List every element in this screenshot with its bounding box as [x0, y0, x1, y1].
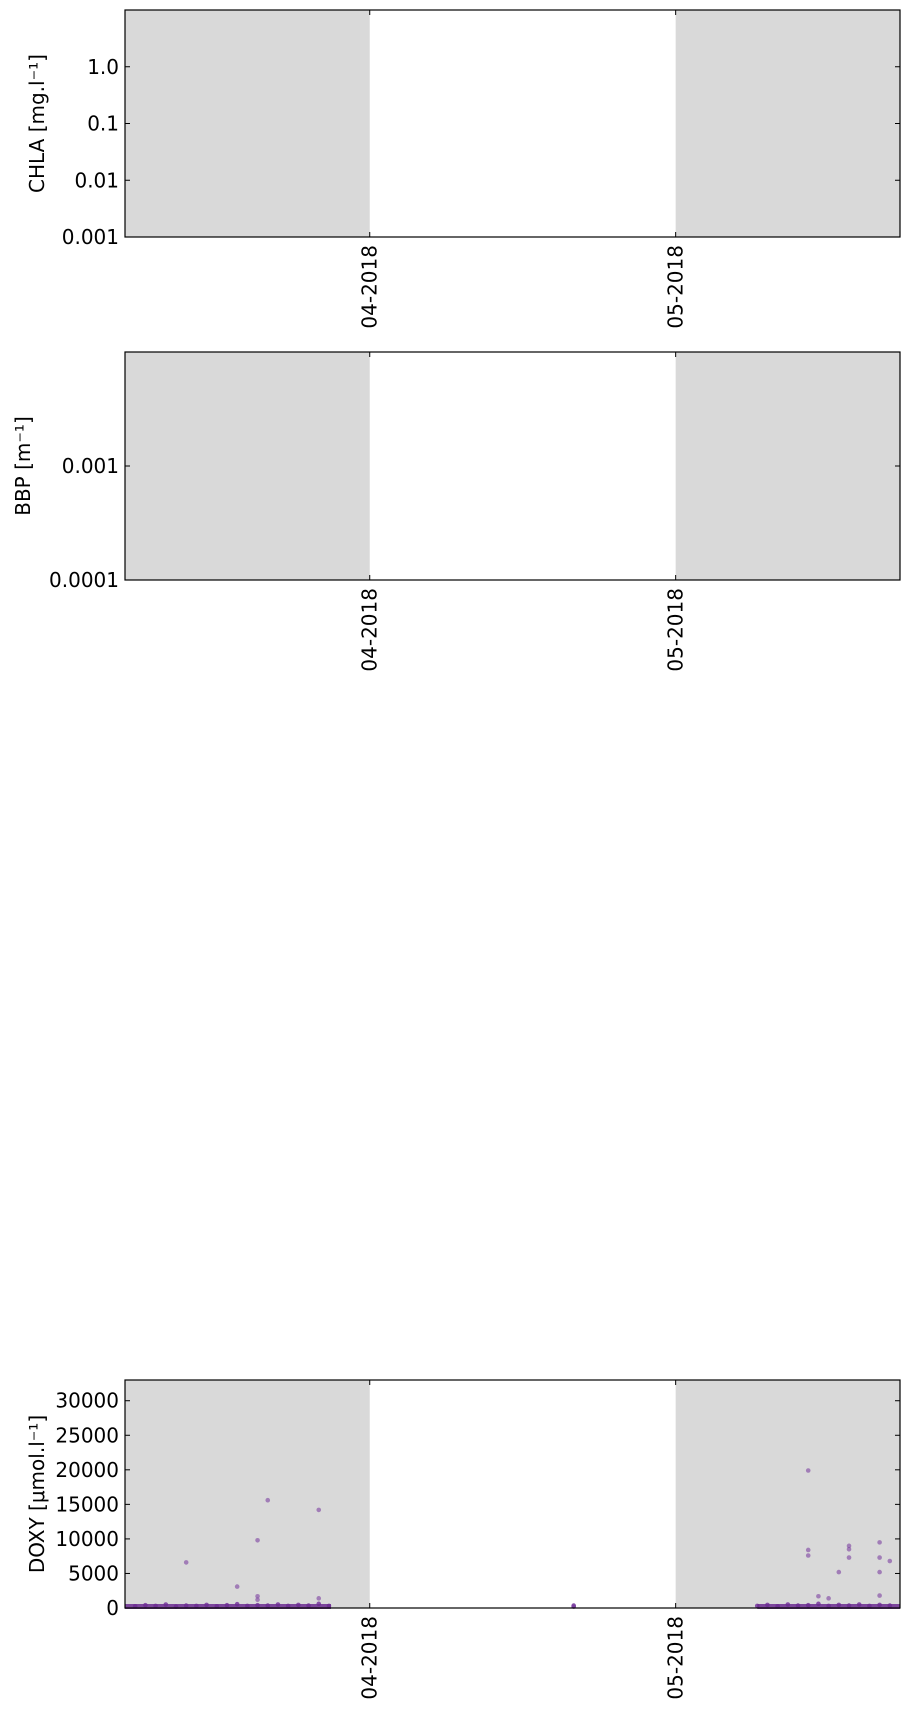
- doxy-ytick-label: 20000: [55, 1458, 119, 1482]
- doxy-data-point: [816, 1593, 821, 1599]
- doxy-chart: 0 5000 10000 15000 20000 25000 30000 04-2018 05-…: [25, 1379, 901, 1700]
- chla-ylabel: CHLA [mg.l⁻¹]: [25, 54, 49, 193]
- doxy-data-point: [846, 1543, 852, 1549]
- doxy-ylabel: DOXY [μmol.l⁻¹]: [25, 1415, 49, 1573]
- chla-ytick-label: 0.1: [87, 112, 119, 136]
- doxy-data-point: [183, 1560, 189, 1565]
- doxy-data-point: [826, 1596, 831, 1601]
- chla-xtick-label: 04-2018: [358, 245, 382, 329]
- doxy-data-point: [887, 1558, 893, 1564]
- doxy-ytick-label: 10000: [55, 1527, 119, 1551]
- chla-shaded-range: [125, 10, 370, 237]
- doxy-data-point: [234, 1584, 240, 1589]
- bbp-chart: 0.0001 0.001 04-2018 05-2018 BBP [m⁻¹]: [11, 351, 901, 672]
- doxy-ytick-label: 5000: [68, 1561, 119, 1585]
- doxy-data-point: [255, 1593, 260, 1599]
- chla-xtick-label: 05-2018: [664, 245, 688, 329]
- doxy-data-point: [255, 1537, 260, 1543]
- bbp-ytick-label: 0.0001: [49, 568, 119, 592]
- doxy-ytick-label: 25000: [55, 1423, 119, 1447]
- doxy-data-point: [846, 1546, 852, 1552]
- chla-shaded-range: [675, 10, 900, 237]
- doxy-shaded-range: [675, 1380, 900, 1608]
- doxy-data-point: [805, 1553, 811, 1558]
- bbp-ytick-label: 0.001: [62, 454, 119, 478]
- doxy-data-point: [316, 1507, 322, 1513]
- doxy-data-point: [805, 1468, 811, 1473]
- chla-ytick-label: 0.001: [62, 225, 119, 249]
- doxy-axes-frame: [124, 1379, 901, 1609]
- doxy-data-point: [255, 1597, 260, 1603]
- doxy-data-point: [877, 1593, 882, 1598]
- doxy-shaded-range: [125, 1380, 370, 1608]
- doxy-data-point: [836, 1569, 842, 1575]
- doxy-data-point: [805, 1547, 811, 1553]
- bbp-xtick-label: 04-2018: [358, 588, 382, 672]
- bbp-shaded-range: [675, 352, 900, 580]
- doxy-data-point: [846, 1555, 852, 1560]
- bbp-xtick-label: 05-2018: [664, 588, 688, 672]
- doxy-data-point: [316, 1596, 322, 1601]
- bbp-shaded-range: [125, 352, 370, 580]
- doxy-data-point: [265, 1497, 271, 1503]
- doxy-data-point: [877, 1569, 882, 1575]
- doxy-xtick-label: 04-2018: [358, 1616, 382, 1700]
- doxy-ytick-label: 15000: [55, 1492, 119, 1516]
- doxy-ytick-label: 30000: [55, 1389, 119, 1413]
- doxy-data-point: [877, 1555, 882, 1560]
- doxy-xtick-label: 05-2018: [664, 1616, 688, 1700]
- doxy-data-point: [877, 1540, 882, 1545]
- bbp-ylabel: BBP [m⁻¹]: [11, 416, 35, 516]
- chla-chart: 0.001 0.01 0.1 1.0 04-2018 05-2018 CHLA [mg.l⁻…: [25, 9, 901, 329]
- doxy-data-band: [757, 1604, 900, 1609]
- doxy-data-point: [571, 1603, 576, 1608]
- doxy-ytick-label: 0: [106, 1596, 119, 1620]
- chla-ytick-label: 0.01: [74, 168, 119, 192]
- doxy-data-band: [125, 1604, 331, 1609]
- chla-ytick-label: 1.0: [87, 55, 119, 79]
